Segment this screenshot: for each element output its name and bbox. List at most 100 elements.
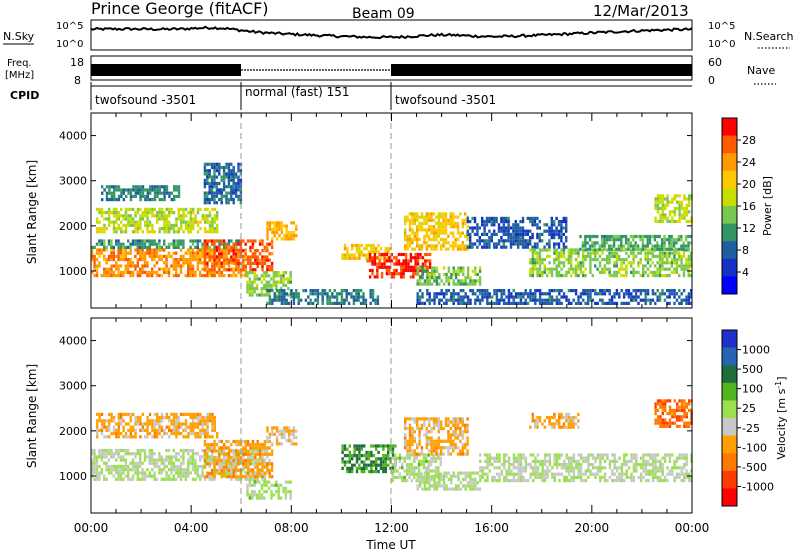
heatmap-cell bbox=[672, 244, 676, 248]
heatmap-cell bbox=[405, 456, 409, 460]
heatmap-cell bbox=[208, 252, 211, 256]
heatmap-cell bbox=[406, 449, 409, 453]
heatmap-cell bbox=[440, 452, 443, 456]
heatmap-cell bbox=[182, 435, 185, 439]
heatmap-cell bbox=[122, 458, 125, 462]
heatmap-cell bbox=[192, 422, 195, 426]
heatmap-cell bbox=[360, 460, 363, 464]
heatmap-cell bbox=[442, 221, 445, 226]
heatmap-cell bbox=[358, 444, 361, 448]
heatmap-cell bbox=[211, 270, 214, 274]
heatmap-cell bbox=[268, 301, 272, 305]
heatmap-cell bbox=[375, 463, 378, 467]
heatmap-cell bbox=[105, 217, 108, 221]
heatmap-cell bbox=[414, 256, 417, 260]
heatmap-cell bbox=[673, 295, 676, 299]
heatmap-cell bbox=[134, 230, 137, 234]
heatmap-cell bbox=[213, 471, 216, 476]
heatmap-cell bbox=[177, 274, 180, 278]
heatmap-cell bbox=[196, 422, 200, 426]
heatmap-cell bbox=[685, 267, 688, 271]
heatmap-cell bbox=[292, 237, 296, 241]
heatmap-cell bbox=[211, 217, 214, 221]
heatmap-cell bbox=[377, 470, 380, 474]
heatmap-cell bbox=[141, 254, 144, 258]
heatmap-cell bbox=[182, 471, 185, 475]
heatmap-cell bbox=[588, 244, 592, 248]
heatmap-cell bbox=[225, 471, 228, 475]
heatmap-cell bbox=[605, 238, 609, 242]
heatmap-cell bbox=[129, 207, 132, 211]
heatmap-cell bbox=[189, 425, 192, 429]
heatmap-cell bbox=[227, 185, 231, 189]
heatmap-cell bbox=[148, 220, 152, 224]
heatmap-cell bbox=[280, 230, 284, 235]
heatmap-cell bbox=[388, 272, 391, 276]
heatmap-cell bbox=[687, 247, 690, 251]
heatmap-cell bbox=[355, 298, 358, 302]
heatmap-cell bbox=[456, 231, 460, 235]
heatmap-cell bbox=[526, 239, 529, 243]
heatmap-cell bbox=[462, 301, 465, 305]
heatmap-cell bbox=[668, 238, 671, 242]
heatmap-cell bbox=[610, 298, 614, 302]
heatmap-cell bbox=[211, 477, 214, 481]
heatmap-cell bbox=[216, 211, 219, 215]
heatmap-cell bbox=[447, 430, 450, 434]
heatmap-cell bbox=[177, 468, 180, 472]
heatmap-cell bbox=[574, 267, 578, 271]
heatmap-cell bbox=[685, 207, 688, 211]
heatmap-cell bbox=[261, 455, 264, 460]
heatmap-cell bbox=[550, 236, 553, 240]
heatmap-cell bbox=[632, 251, 635, 255]
heatmap-cell bbox=[658, 244, 661, 248]
heatmap-cell bbox=[120, 220, 123, 224]
heatmap-cell bbox=[108, 428, 111, 432]
heatmap-cell bbox=[432, 423, 436, 427]
heatmap-cell bbox=[447, 269, 451, 273]
heatmap-cell bbox=[426, 259, 429, 263]
heatmap-cell bbox=[410, 463, 414, 467]
heatmap-cell bbox=[589, 270, 592, 274]
heatmap-cell bbox=[425, 453, 428, 457]
heatmap-cell bbox=[158, 274, 161, 278]
heatmap-cell bbox=[290, 429, 293, 433]
heatmap-cell bbox=[208, 446, 211, 450]
heatmap-cell bbox=[144, 211, 147, 215]
heatmap-cell bbox=[115, 464, 118, 469]
heatmap-cell bbox=[225, 459, 228, 463]
heatmap-cell bbox=[113, 185, 116, 189]
heatmap-cell bbox=[577, 264, 580, 268]
heatmap-cell bbox=[594, 264, 597, 268]
heatmap-cell bbox=[232, 261, 235, 265]
heatmap-cell bbox=[246, 459, 250, 463]
heatmap-cell bbox=[187, 258, 190, 262]
freq-left-label-line2: [MHz] bbox=[5, 70, 34, 81]
heatmap-cell bbox=[184, 227, 188, 231]
heatmap-cell bbox=[163, 223, 166, 227]
heatmap-cell bbox=[206, 452, 209, 456]
heatmap-cell bbox=[196, 207, 200, 211]
heatmap-cell bbox=[658, 295, 662, 299]
heatmap-cell bbox=[158, 425, 161, 429]
heatmap-cell bbox=[220, 178, 223, 182]
heatmap-cell bbox=[502, 242, 505, 246]
heatmap-cell bbox=[227, 459, 231, 463]
heatmap-cell bbox=[579, 234, 582, 239]
heatmap-cell bbox=[404, 423, 407, 427]
heatmap-cell bbox=[449, 433, 452, 437]
heatmap-cell bbox=[366, 259, 369, 263]
heatmap-cell bbox=[168, 207, 171, 211]
heatmap-cell bbox=[432, 228, 436, 232]
heatmap-cell bbox=[429, 456, 433, 460]
heatmap-cell bbox=[447, 234, 450, 238]
heatmap-cell bbox=[158, 198, 161, 202]
colorbar-segment bbox=[722, 206, 737, 224]
heatmap-cell bbox=[333, 301, 336, 305]
heatmap-cell bbox=[273, 224, 276, 228]
heatmap-cell bbox=[350, 292, 353, 296]
heatmap-cell bbox=[167, 474, 171, 478]
heatmap-cell bbox=[593, 244, 597, 248]
heatmap-cell bbox=[222, 194, 226, 198]
heatmap-cell bbox=[163, 416, 166, 420]
